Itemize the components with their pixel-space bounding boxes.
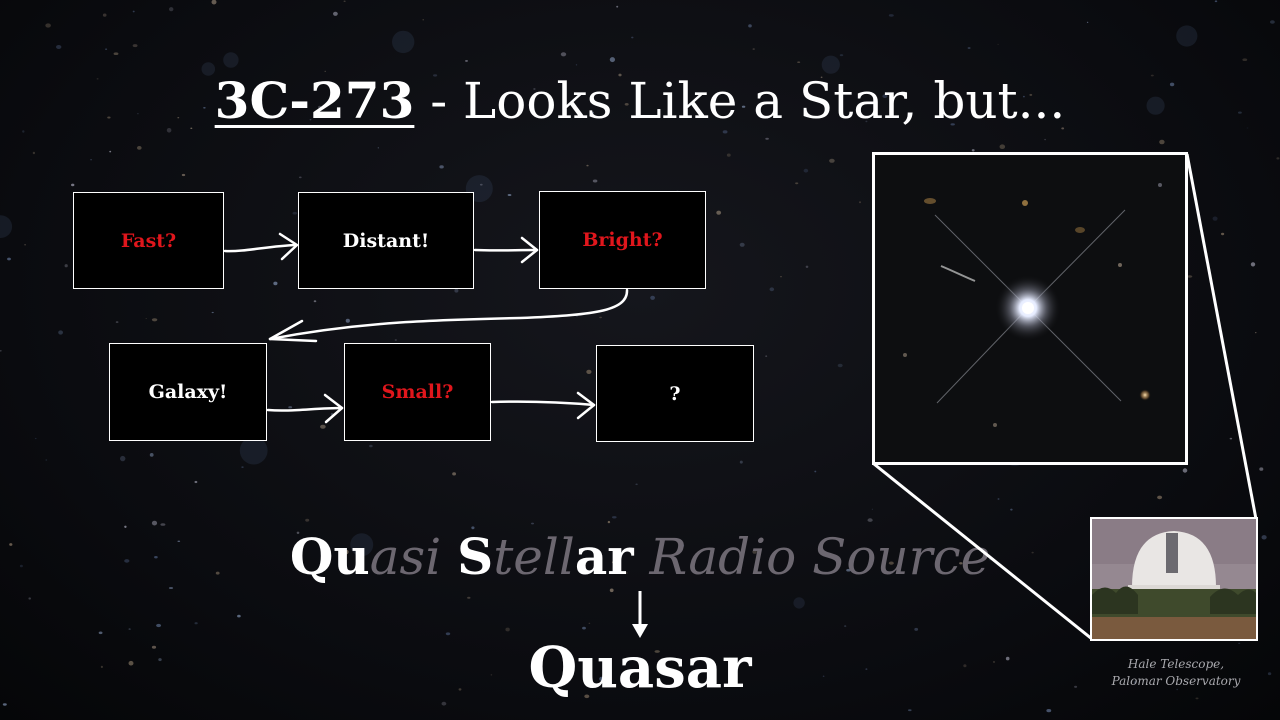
box-unknown-label: ?	[669, 382, 681, 405]
acronym-part-tell: tell	[493, 528, 575, 586]
title-subtitle: - Looks Like a Star, but...	[414, 72, 1066, 130]
box-galaxy-label: Galaxy!	[148, 381, 228, 403]
arrow-distant-to-bright	[473, 236, 539, 264]
arrow-small-to-unknown	[490, 391, 596, 420]
box-bright: Bright?	[539, 191, 706, 289]
box-fast-label: Fast?	[120, 229, 177, 252]
slide-title: 3C-273 - Looks Like a Star, but...	[0, 66, 1280, 136]
box-bright-label: Bright?	[582, 229, 663, 251]
box-distant: Distant!	[298, 192, 474, 289]
acronym-part-radio-source: Radio Source	[633, 528, 991, 586]
arrow-galaxy-to-small	[266, 393, 344, 424]
acronym-part-s: S	[457, 527, 494, 586]
arrow-fast-to-distant	[223, 232, 299, 261]
box-small-label: Small?	[381, 381, 454, 403]
box-small: Small?	[344, 343, 491, 441]
acronym-part-asi: asi	[369, 528, 458, 586]
caption-line-2: Palomar Observatory	[1111, 674, 1241, 688]
acronym-part-ar: ar	[574, 527, 634, 586]
box-distant-label: Distant!	[342, 229, 430, 252]
box-fast: Fast?	[73, 192, 224, 289]
title-object-name: 3C-273	[214, 71, 415, 130]
quasar-image	[872, 152, 1188, 465]
acronym-expansion: Quasi Stellar Radio Source	[0, 522, 1280, 592]
acronym-part-qu: Qu	[289, 527, 370, 586]
observatory-photo	[1090, 517, 1258, 641]
box-unknown: ?	[596, 345, 754, 442]
caption-line-1: Hale Telescope,	[1127, 657, 1225, 671]
arrow-bright-to-galaxy	[268, 288, 629, 343]
observatory-dome-icon	[1092, 519, 1256, 639]
quasar-word: Quasar	[528, 635, 752, 701]
box-galaxy: Galaxy!	[109, 343, 267, 441]
quasar-star-icon	[903, 183, 1162, 427]
photo-caption: Hale Telescope, Palomar Observatory	[1092, 656, 1260, 690]
